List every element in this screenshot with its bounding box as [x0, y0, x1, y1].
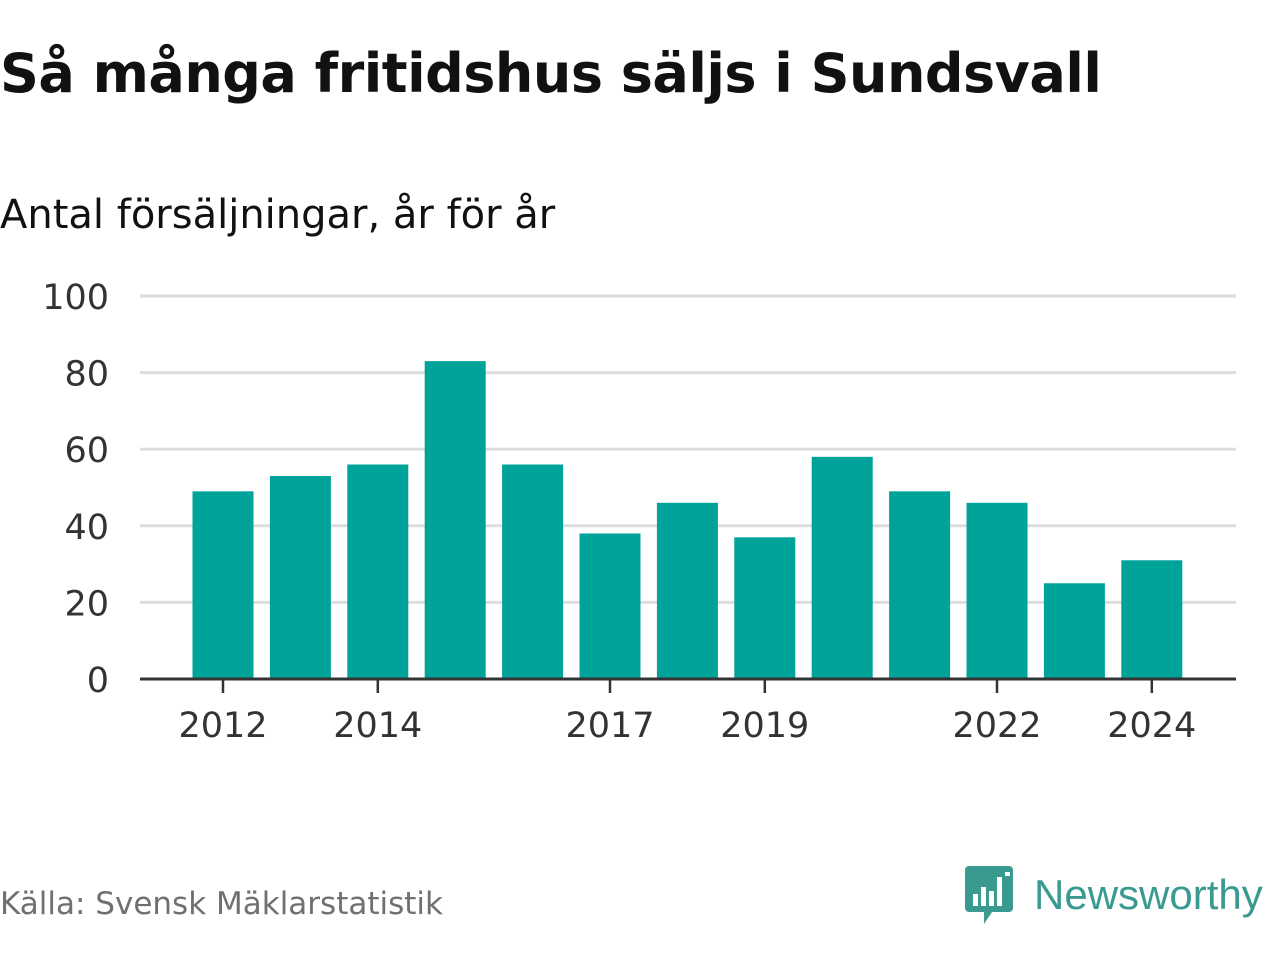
- bar-2017: [579, 533, 641, 679]
- x-tick-label: 2012: [178, 706, 267, 746]
- bar-2015: [424, 361, 486, 679]
- bar-chart: 0 20 40 60 80 100 2012 2014 2017 2019 2022 2024: [42, 278, 1236, 746]
- x-tick-label: 2014: [333, 706, 422, 746]
- newsworthy-logo: Newsworthy: [964, 864, 1263, 926]
- source-note: Källa: Svensk Mäklarstatistik: [0, 886, 443, 922]
- bar-2018: [656, 502, 718, 679]
- x-tick-label: 2019: [720, 706, 809, 746]
- x-tick-label: 2017: [565, 706, 654, 746]
- bar-2019: [734, 537, 796, 679]
- bar-chart-chat-icon: [965, 866, 1013, 924]
- bar-2014: [347, 464, 409, 679]
- bar-2021: [889, 491, 951, 679]
- y-tick-label: 40: [64, 508, 109, 548]
- y-tick-label: 80: [64, 355, 109, 395]
- chart-title: Så många fritidshus säljs i Sundsvall: [0, 42, 1102, 105]
- bar-2020: [811, 456, 873, 679]
- bar-2012: [192, 491, 254, 679]
- y-tick-label: 60: [64, 431, 109, 471]
- brand-name: Newsworthy: [1034, 871, 1263, 918]
- bar-2023: [1043, 583, 1105, 679]
- x-axis-tick-labels: 2012 2014 2017 2019 2022 2024: [178, 706, 1196, 746]
- bar-2013: [269, 476, 331, 679]
- x-tick-label: 2022: [952, 706, 1041, 746]
- bar-2016: [502, 464, 564, 679]
- bar-2024: [1121, 560, 1183, 679]
- bars: [192, 361, 1183, 679]
- chart-subtitle: Antal försäljningar, år för år: [0, 192, 556, 238]
- y-tick-label: 100: [42, 278, 109, 318]
- x-axis: [140, 677, 1236, 693]
- x-tick-label: 2024: [1107, 706, 1196, 746]
- bar-2022: [966, 502, 1028, 679]
- y-tick-label: 0: [87, 661, 109, 701]
- y-axis-tick-labels: 0 20 40 60 80 100: [42, 278, 109, 701]
- y-tick-label: 20: [64, 584, 109, 624]
